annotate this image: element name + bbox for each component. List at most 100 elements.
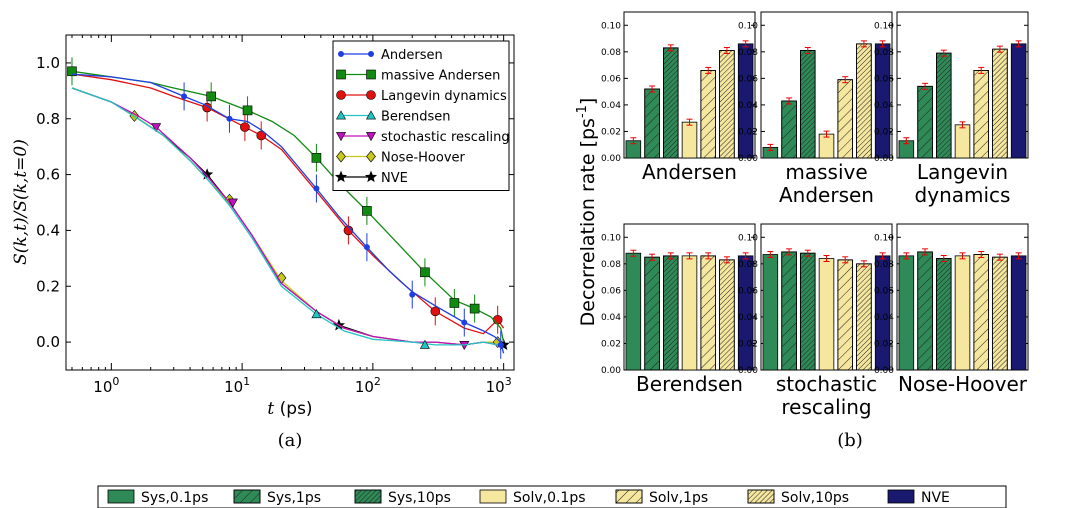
- chart-b-panels: 0.000.020.040.060.080.10Andersen0.000.02…: [601, 11, 1029, 419]
- y-tick-label: 0.02: [874, 127, 894, 137]
- bar: [954, 255, 971, 371]
- legend-label: NVE: [381, 171, 408, 186]
- y-tick-label: 0.04: [601, 313, 621, 323]
- y-tick-label: 0.08: [601, 48, 621, 58]
- y-tick-label: 0.04: [738, 313, 758, 323]
- legend-label: Langevin dynamics: [381, 89, 507, 104]
- y-tick-label: 0.0: [36, 333, 60, 351]
- marker: [311, 153, 322, 163]
- bar-hatch: [644, 256, 660, 371]
- legend-label: Sys,0.1ps: [141, 490, 208, 506]
- panel-title: Nose-Hoover: [898, 372, 1028, 396]
- y-tick-label: 0.06: [601, 74, 621, 84]
- marker: [343, 225, 354, 236]
- y-tick-label: 0.06: [874, 286, 894, 296]
- y-tick-label: 0.6: [36, 166, 60, 184]
- y-tick-label: 0.10: [601, 233, 621, 243]
- x-tick-label: 101: [224, 375, 250, 396]
- legend-item: massive Andersen: [336, 69, 500, 84]
- panel-title: stochastic: [776, 372, 877, 396]
- bar-hatch: [719, 259, 735, 371]
- legend-item: NVE: [334, 170, 408, 186]
- legend-swatch: [107, 489, 135, 504]
- legend-swatch: [887, 489, 915, 504]
- marker: [366, 69, 376, 80]
- legend-label: Solv,10ps: [781, 490, 849, 506]
- panel-title: Andersen: [642, 160, 737, 184]
- marker: [430, 306, 441, 317]
- bar-hatch: [992, 48, 1008, 159]
- bar: [681, 121, 698, 159]
- panel-title: massive: [785, 160, 867, 184]
- bar-hatch: [700, 70, 716, 159]
- y-tick-label: 0.02: [738, 127, 758, 137]
- y-tick-label: 0.08: [601, 260, 621, 270]
- bar-hatch: [973, 254, 989, 371]
- bar-hatch: [992, 256, 1008, 371]
- legend-item: Nose-Hoover: [336, 151, 466, 166]
- marker: [206, 91, 216, 102]
- legend-item: stochastic rescaling: [335, 130, 510, 145]
- marker: [492, 314, 503, 325]
- bar-hatch: [663, 255, 679, 371]
- marker: [226, 115, 233, 122]
- bar: [762, 254, 779, 371]
- bar: [1010, 43, 1027, 159]
- bar-hatch: [973, 70, 989, 159]
- chart-a-x-axis-label: t (ps): [267, 399, 312, 419]
- chart-b-legend-frame: [97, 485, 1007, 508]
- legend-label: Berendsen: [381, 110, 450, 125]
- bar-panel-andersen: 0.00 0.02 0.04 0.06 0.08 0.10 Andersen: [601, 11, 756, 184]
- y-tick-label: 0.00: [874, 154, 894, 164]
- bar: [818, 258, 835, 371]
- y-tick-label: 0.02: [738, 339, 758, 349]
- marker: [181, 93, 188, 100]
- marker: [419, 339, 430, 349]
- y-tick-label: 0.02: [874, 339, 894, 349]
- marker: [362, 206, 372, 216]
- bar-hatch: [936, 258, 952, 371]
- marker: [469, 303, 480, 314]
- marker: [338, 51, 344, 57]
- series-berendsen: [71, 87, 504, 349]
- y-tick-label: 0.06: [874, 74, 894, 84]
- y-tick-label: 0.04: [874, 101, 894, 111]
- legend-swatch-hatch: [354, 489, 382, 504]
- chart-a: 0.0 0.2 0.4 0.6 0.8 1.0 100 101 102 103 Andersen m…: [11, 34, 515, 451]
- marker: [227, 198, 238, 208]
- y-tick-label: 1.0: [36, 54, 60, 72]
- y-tick-label: 0.10: [874, 21, 894, 31]
- chart-a-legend: Andersen massive Andersen Langevin dynamic…: [332, 40, 510, 191]
- y-tick-label: 0.10: [874, 233, 894, 243]
- y-tick-label: 0.10: [738, 233, 758, 243]
- legend-label: Nose-Hoover: [381, 151, 466, 166]
- marker: [368, 51, 374, 57]
- bar-hatch: [917, 85, 933, 159]
- legend-label: Solv,0.1ps: [513, 490, 586, 506]
- x-tick-label: 100: [93, 375, 119, 396]
- legend-label: NVE: [921, 490, 950, 506]
- y-tick-label: 0.04: [738, 101, 758, 111]
- panel-title: Langevin: [917, 160, 1008, 184]
- chart-b: 0.000.020.040.060.080.10Andersen0.000.02…: [575, 11, 1029, 451]
- y-tick-label: 0.8: [36, 110, 60, 128]
- marker: [364, 170, 378, 183]
- bar: [954, 124, 971, 159]
- bar-hatch: [719, 50, 735, 159]
- bar-hatch: [781, 100, 797, 159]
- legend-label: massive Andersen: [381, 69, 500, 84]
- chart-a-series: [67, 57, 510, 359]
- x-tick-label: 102: [355, 375, 381, 396]
- legend-label: Sys,10ps: [388, 490, 451, 506]
- chart-a-y-axis-label: S(k,t)/S(k,t=0): [11, 139, 31, 265]
- bar: [625, 252, 642, 371]
- marker: [365, 132, 377, 142]
- legend-swatch-hatch: [233, 489, 261, 504]
- legend-item: Sys,10ps: [354, 489, 451, 506]
- bar: [898, 255, 915, 371]
- panel-title: Berendsen: [636, 372, 743, 396]
- y-tick-label: 0.4: [36, 221, 60, 239]
- marker: [242, 105, 253, 116]
- marker: [363, 244, 370, 251]
- bar-hatch: [917, 251, 933, 371]
